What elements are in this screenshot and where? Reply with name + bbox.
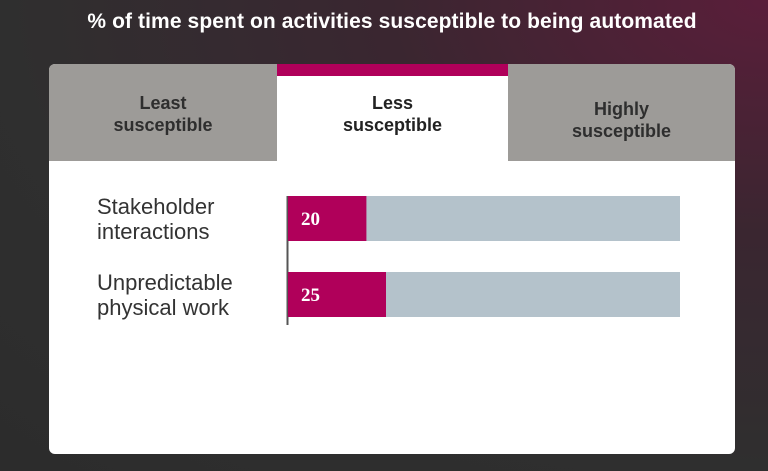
tab-least-susceptible[interactable]: Least susceptible <box>49 64 277 161</box>
bar-value <box>288 196 367 241</box>
tab-label-line2: susceptible <box>571 121 672 141</box>
susceptibility-tabs: Least susceptible Less susceptible Highl… <box>49 64 735 161</box>
tab-label-line2: susceptible <box>342 115 443 135</box>
bar-value <box>288 272 386 317</box>
bar-value-label: 20 <box>301 209 320 230</box>
category-label-unpredictable-physical-work: Unpredictable physical work <box>97 270 287 320</box>
category-label-line1: Stakeholder <box>97 194 215 219</box>
chart-title: % of time spent on activities susceptibl… <box>87 10 697 33</box>
tab-label-line1: Highly <box>593 99 649 119</box>
category-label-line2: physical work <box>97 295 230 320</box>
tab-label-line1: Least <box>139 93 187 113</box>
tab-label-line2: susceptible <box>113 115 213 135</box>
category-label-stakeholder-interactions: Stakeholder interactions <box>97 194 287 244</box>
bar-value-label: 25 <box>301 285 320 306</box>
category-label-line2: interactions <box>97 219 210 244</box>
tab-label-line1: Less <box>371 93 414 113</box>
category-label-line1: Unpredictable <box>97 270 233 295</box>
tab-highly-susceptible[interactable]: Highly susceptible <box>508 64 735 161</box>
chart-panel: Least susceptible Less susceptible Highl… <box>49 64 735 454</box>
tab-less-susceptible[interactable]: Less susceptible <box>277 64 508 161</box>
